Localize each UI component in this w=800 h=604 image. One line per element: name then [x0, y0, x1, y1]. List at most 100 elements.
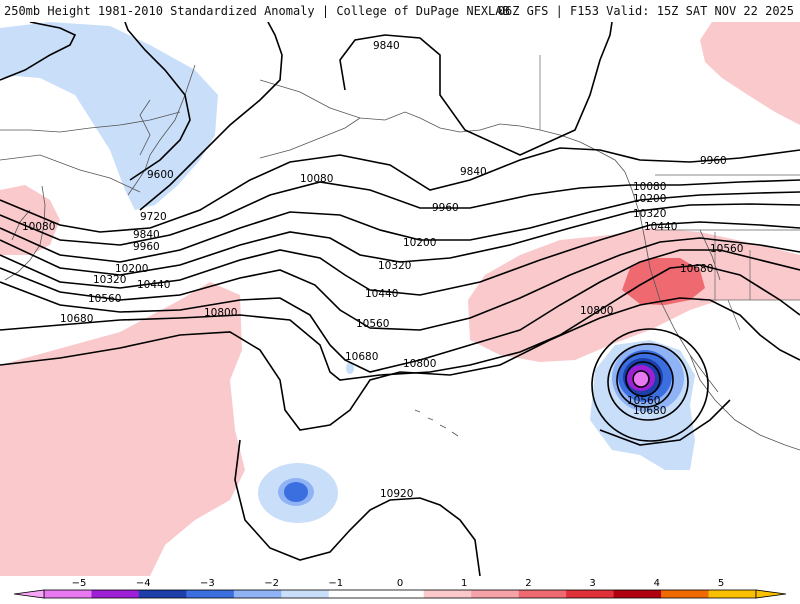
label-10560-mid: 10560	[356, 318, 389, 330]
label-10080-mid: 10080	[300, 173, 333, 185]
contour-9840-main	[0, 147, 800, 233]
colorbar-tick-label: 4	[654, 578, 660, 589]
islands-hawaii	[414, 409, 459, 437]
label-9840-mid: 9840	[460, 166, 487, 178]
borders	[539, 55, 800, 331]
contour-low-core	[632, 370, 650, 388]
colorbar-band	[423, 590, 472, 598]
run-valid-time: 06Z GFS | F153 Valid: 15Z SAT NOV 22 202…	[497, 4, 794, 18]
colorbar-left-arrow	[13, 589, 45, 599]
coast-mexico	[689, 354, 800, 451]
colorbar-tick-labels: −5 −4 −3 −2 −1 0 1 2 3 4 5	[72, 578, 725, 589]
contour-10440	[0, 237, 800, 331]
contour-south	[599, 399, 731, 446]
colorbar-band	[233, 590, 282, 598]
colorbar-band	[613, 590, 662, 598]
label-10680-low: 10680	[633, 405, 666, 417]
label-9960-mid: 9960	[432, 202, 459, 214]
map-panel: 9840 9840 9840 9960 9960 9960 9600 9720 …	[0, 22, 800, 576]
colorbar-tick-label: −2	[264, 578, 279, 589]
label-10200-right: 10200	[633, 193, 666, 205]
map-svg: 9840 9840 9840 9960 9960 9960 9600 9720 …	[0, 22, 800, 576]
colorbar-tick-label: −1	[328, 578, 343, 589]
colorbar-band	[471, 590, 520, 598]
colorbar-band	[328, 590, 377, 598]
height-contours	[0, 22, 800, 576]
label-10920: 10920	[380, 488, 413, 500]
colorbar-tick-label: 2	[525, 578, 531, 589]
contour-9840-left	[0, 22, 77, 81]
colorbar-band	[518, 590, 567, 598]
colorbar-tick-label: −4	[136, 578, 151, 589]
colorbar-band	[281, 590, 330, 598]
label-9960-left: 9960	[133, 241, 160, 253]
colorbar-band	[91, 590, 140, 598]
label-10440-mid: 10440	[365, 288, 398, 300]
label-9600: 9600	[147, 169, 174, 181]
label-9960-right: 9960	[700, 155, 727, 167]
contour-low-outer	[591, 328, 709, 442]
contour-10920	[234, 439, 481, 576]
contour-labels: 9840 9840 9840 9960 9960 9960 9600 9720 …	[22, 40, 743, 500]
contour-10800	[0, 297, 800, 431]
label-10680-left: 10680	[60, 313, 93, 325]
colorbar-tick-label: −3	[200, 578, 215, 589]
colorbar-tick-label: 1	[461, 578, 467, 589]
title-bar: 250mb Height 1981-2010 Standardized Anom…	[0, 0, 800, 22]
contour-low-ring2	[607, 343, 689, 421]
contour-10560	[0, 249, 800, 373]
label-10800-left: 10800	[204, 307, 237, 319]
colorbar-tick-label: −5	[72, 578, 87, 589]
label-10440-right: 10440	[644, 221, 677, 233]
neg-anomaly-sw-core	[284, 482, 308, 502]
contour-9840-right	[339, 22, 613, 156]
label-10320-mid: 10320	[378, 260, 411, 272]
colorbar-right-arrow	[755, 589, 787, 599]
label-9840-left: 9840	[133, 229, 160, 241]
colorbar-tick-label: 3	[589, 578, 595, 589]
colorbar: −5 −4 −3 −2 −1 0 1 2 3 4 5	[0, 576, 800, 600]
contour-10680	[0, 264, 800, 381]
label-10080-right: 10080	[633, 181, 666, 193]
label-10560-right: 10560	[710, 243, 743, 255]
colorbar-band	[186, 590, 235, 598]
colorbar-bands	[43, 589, 757, 599]
contour-10320	[0, 221, 800, 296]
label-10080-left: 10080	[22, 221, 55, 233]
contour-9960	[0, 179, 800, 246]
label-10680-right: 10680	[680, 263, 713, 275]
chart-title: 250mb Height 1981-2010 Standardized Anom…	[4, 4, 510, 18]
colorbar-band	[376, 590, 425, 598]
colorbar-band	[138, 590, 187, 598]
colorbar-band	[661, 590, 710, 598]
contour-10200	[0, 203, 800, 276]
label-10200-mid: 10200	[403, 237, 436, 249]
contour-10080	[0, 191, 800, 263]
contour-9600	[124, 22, 191, 181]
contour-9720	[139, 22, 283, 211]
neg-anomaly-low-core	[632, 371, 648, 387]
label-10440-left: 10440	[137, 279, 170, 291]
colorbar-band	[44, 590, 92, 598]
coast-alaska	[259, 79, 626, 173]
colorbar-band	[708, 590, 757, 598]
label-10320-left: 10320	[93, 274, 126, 286]
label-10560-low: 10560	[627, 395, 660, 407]
label-10200-left: 10200	[115, 263, 148, 275]
colorbar-band	[566, 590, 615, 598]
pos-anomaly-core	[622, 258, 705, 305]
pos-anomaly-northeast	[700, 22, 800, 125]
neg-anomaly-small	[346, 362, 354, 374]
label-9840-top: 9840	[373, 40, 400, 52]
label-9720: 9720	[140, 211, 167, 223]
pos-anomaly-southwest	[0, 282, 245, 576]
colorbar-tick-label: 5	[718, 578, 724, 589]
coastlines	[0, 64, 800, 451]
label-10680-mid: 10680	[345, 351, 378, 363]
label-10800-mid: 10800	[403, 358, 436, 370]
label-10320-right: 10320	[633, 208, 666, 220]
colorbar-tick-label: 0	[397, 578, 403, 589]
contour-low-ring3	[616, 352, 674, 408]
label-10800-right: 10800	[580, 305, 613, 317]
contour-low-ring4	[625, 361, 661, 397]
